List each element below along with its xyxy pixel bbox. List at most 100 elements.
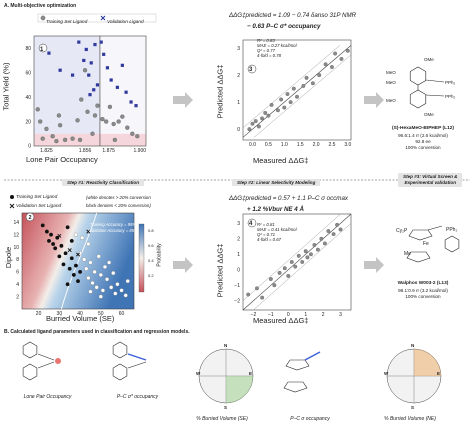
section-b-title: B. Calculated ligand parameters used in …	[4, 329, 190, 335]
panel1-point-validation	[102, 52, 106, 56]
ligand-bottom-bond	[427, 225, 443, 231]
panel3-equation-1: ΔΔG‡predicted = 1.09 − 0.74 δanso 31P NM…	[229, 12, 357, 19]
desc1-bond-p2	[37, 361, 55, 369]
panel3-point	[266, 113, 271, 118]
panel2-legend-train: Training Set Ligand	[16, 195, 58, 200]
ligand-top-line3: 100% conversion	[405, 145, 441, 150]
panel4-stat: Q² = 0.71	[257, 232, 276, 237]
panel3-xtick: 1.0	[281, 142, 288, 148]
panel2-badge: 2	[28, 215, 31, 221]
panel2-point-black	[67, 266, 72, 271]
panel1-point-training	[77, 137, 83, 143]
panel2-ytick: 8	[16, 257, 19, 263]
panel4-point	[312, 243, 317, 247]
panel1-point-validation	[82, 58, 86, 63]
panel2-ytick: 4	[16, 282, 19, 288]
panel1-point-training	[70, 136, 75, 141]
panel2-ylabel: Dipole	[4, 246, 14, 269]
panel3-xtick: 0.5	[265, 142, 272, 148]
ligand-top-structure	[22, 66, 460, 381]
panel2-point-white	[125, 279, 130, 284]
desc1-bond-p	[37, 353, 55, 361]
panel3-point	[301, 83, 306, 88]
panel4-xtick: 1	[304, 312, 307, 318]
panel1-point-training	[90, 131, 95, 136]
ligand-bottom-name: Walphos W003-2 (L13)	[397, 281, 449, 286]
panel2-note-2: black denotes < 20% conversion)	[86, 203, 151, 208]
ligand-bottom-label: Fe	[423, 241, 429, 247]
panel1-point-training	[44, 126, 49, 132]
panel1-point-training	[120, 114, 125, 119]
panel2-point-black	[65, 225, 70, 230]
panel4-point	[272, 283, 277, 288]
panel2-point-black	[49, 232, 53, 237]
panel3-ytick: 0	[237, 127, 240, 133]
panel3-point	[317, 73, 322, 78]
descriptor-label: P–C σ occupancy	[290, 416, 330, 422]
step-1-label: Step #1: Reactivity Classification	[62, 179, 144, 186]
panel1-point-validation	[129, 100, 133, 104]
section-a-title: A. Multi-objective optimization	[4, 3, 77, 9]
ligand-bottom-label: PPh₂	[446, 227, 458, 233]
compass-e: E	[437, 371, 441, 376]
panel4-point	[286, 273, 291, 278]
panel4-point	[293, 264, 298, 269]
panel1-point-validation	[95, 83, 100, 87]
panel1-legend-train: Training Set Ligand	[46, 20, 88, 25]
panel2-point-black	[61, 262, 66, 267]
panel4-point	[300, 260, 305, 264]
panel2-ytick: 10	[13, 245, 19, 251]
panel2-ytick: 14	[13, 220, 19, 226]
compass-n: N	[411, 343, 415, 348]
descriptor-label: % Burried Volume (SE)	[196, 416, 248, 422]
panel4-point	[260, 295, 265, 300]
panel1-point-training	[125, 125, 130, 130]
panel2-note-1: (white denotes > 20% conversion	[86, 195, 151, 200]
panel4-xtick: 3	[339, 312, 342, 318]
panel1-point-training	[111, 121, 116, 127]
panel1-point-training	[50, 134, 55, 139]
desc1-ring-lower	[22, 363, 38, 381]
panel4-point	[277, 270, 282, 275]
panel1-low-yield-band	[34, 133, 146, 146]
ligand-bottom-cp-upper	[408, 229, 433, 241]
panel3-xtick: 3.0	[344, 142, 351, 148]
panel3-stat: Q² = 0.77	[257, 48, 276, 53]
panel2-point-black	[47, 238, 51, 243]
panel1-xtick: 1.856	[79, 148, 92, 154]
panel2-point-white	[113, 291, 118, 296]
panel2-legend-valid: Validation Set Ligand	[16, 204, 62, 209]
compass-s: S	[224, 405, 228, 410]
ligand-top-ring-upper	[409, 66, 427, 86]
panel3-point	[250, 121, 255, 126]
panel1-ytick: 40	[25, 95, 31, 101]
panel2-point-white	[123, 293, 128, 298]
panel1-point-validation	[88, 93, 92, 97]
desc1-ring-upper	[22, 341, 38, 359]
panel2-ytick: 6	[16, 270, 19, 276]
panel2-point-black	[69, 238, 74, 243]
panel3-point	[345, 48, 350, 53]
panel3-xtick: 2.0	[313, 142, 320, 148]
panel2-colorbar	[138, 223, 145, 293]
panel3-xtick: 0.0	[249, 142, 256, 148]
desc2-pc-bond	[127, 353, 147, 361]
panel2-ytick: 12	[13, 232, 19, 238]
panel4-xtick: −2	[251, 312, 257, 318]
panel2-xtick: 30	[57, 311, 63, 317]
ligand-bottom-label: Cy₂P	[396, 228, 408, 234]
compass-w: W	[384, 371, 389, 376]
panel2-point-black	[74, 263, 78, 268]
desc2-ring-lower	[112, 363, 128, 381]
panel2-point-white	[104, 277, 110, 282]
panel4-point	[338, 227, 343, 232]
panel4-point	[315, 247, 320, 252]
panel2-point-white	[73, 232, 78, 237]
panel4-ytick: 0	[237, 267, 240, 273]
ligand-top-label: PPh₂	[445, 94, 456, 99]
panel4-point	[308, 252, 313, 257]
panel1-xlabel: Lone Pair Occupancy	[26, 155, 98, 164]
panel1-point-training	[95, 103, 100, 108]
panel1-point-training	[40, 136, 45, 141]
panel2-point-white	[96, 254, 101, 259]
